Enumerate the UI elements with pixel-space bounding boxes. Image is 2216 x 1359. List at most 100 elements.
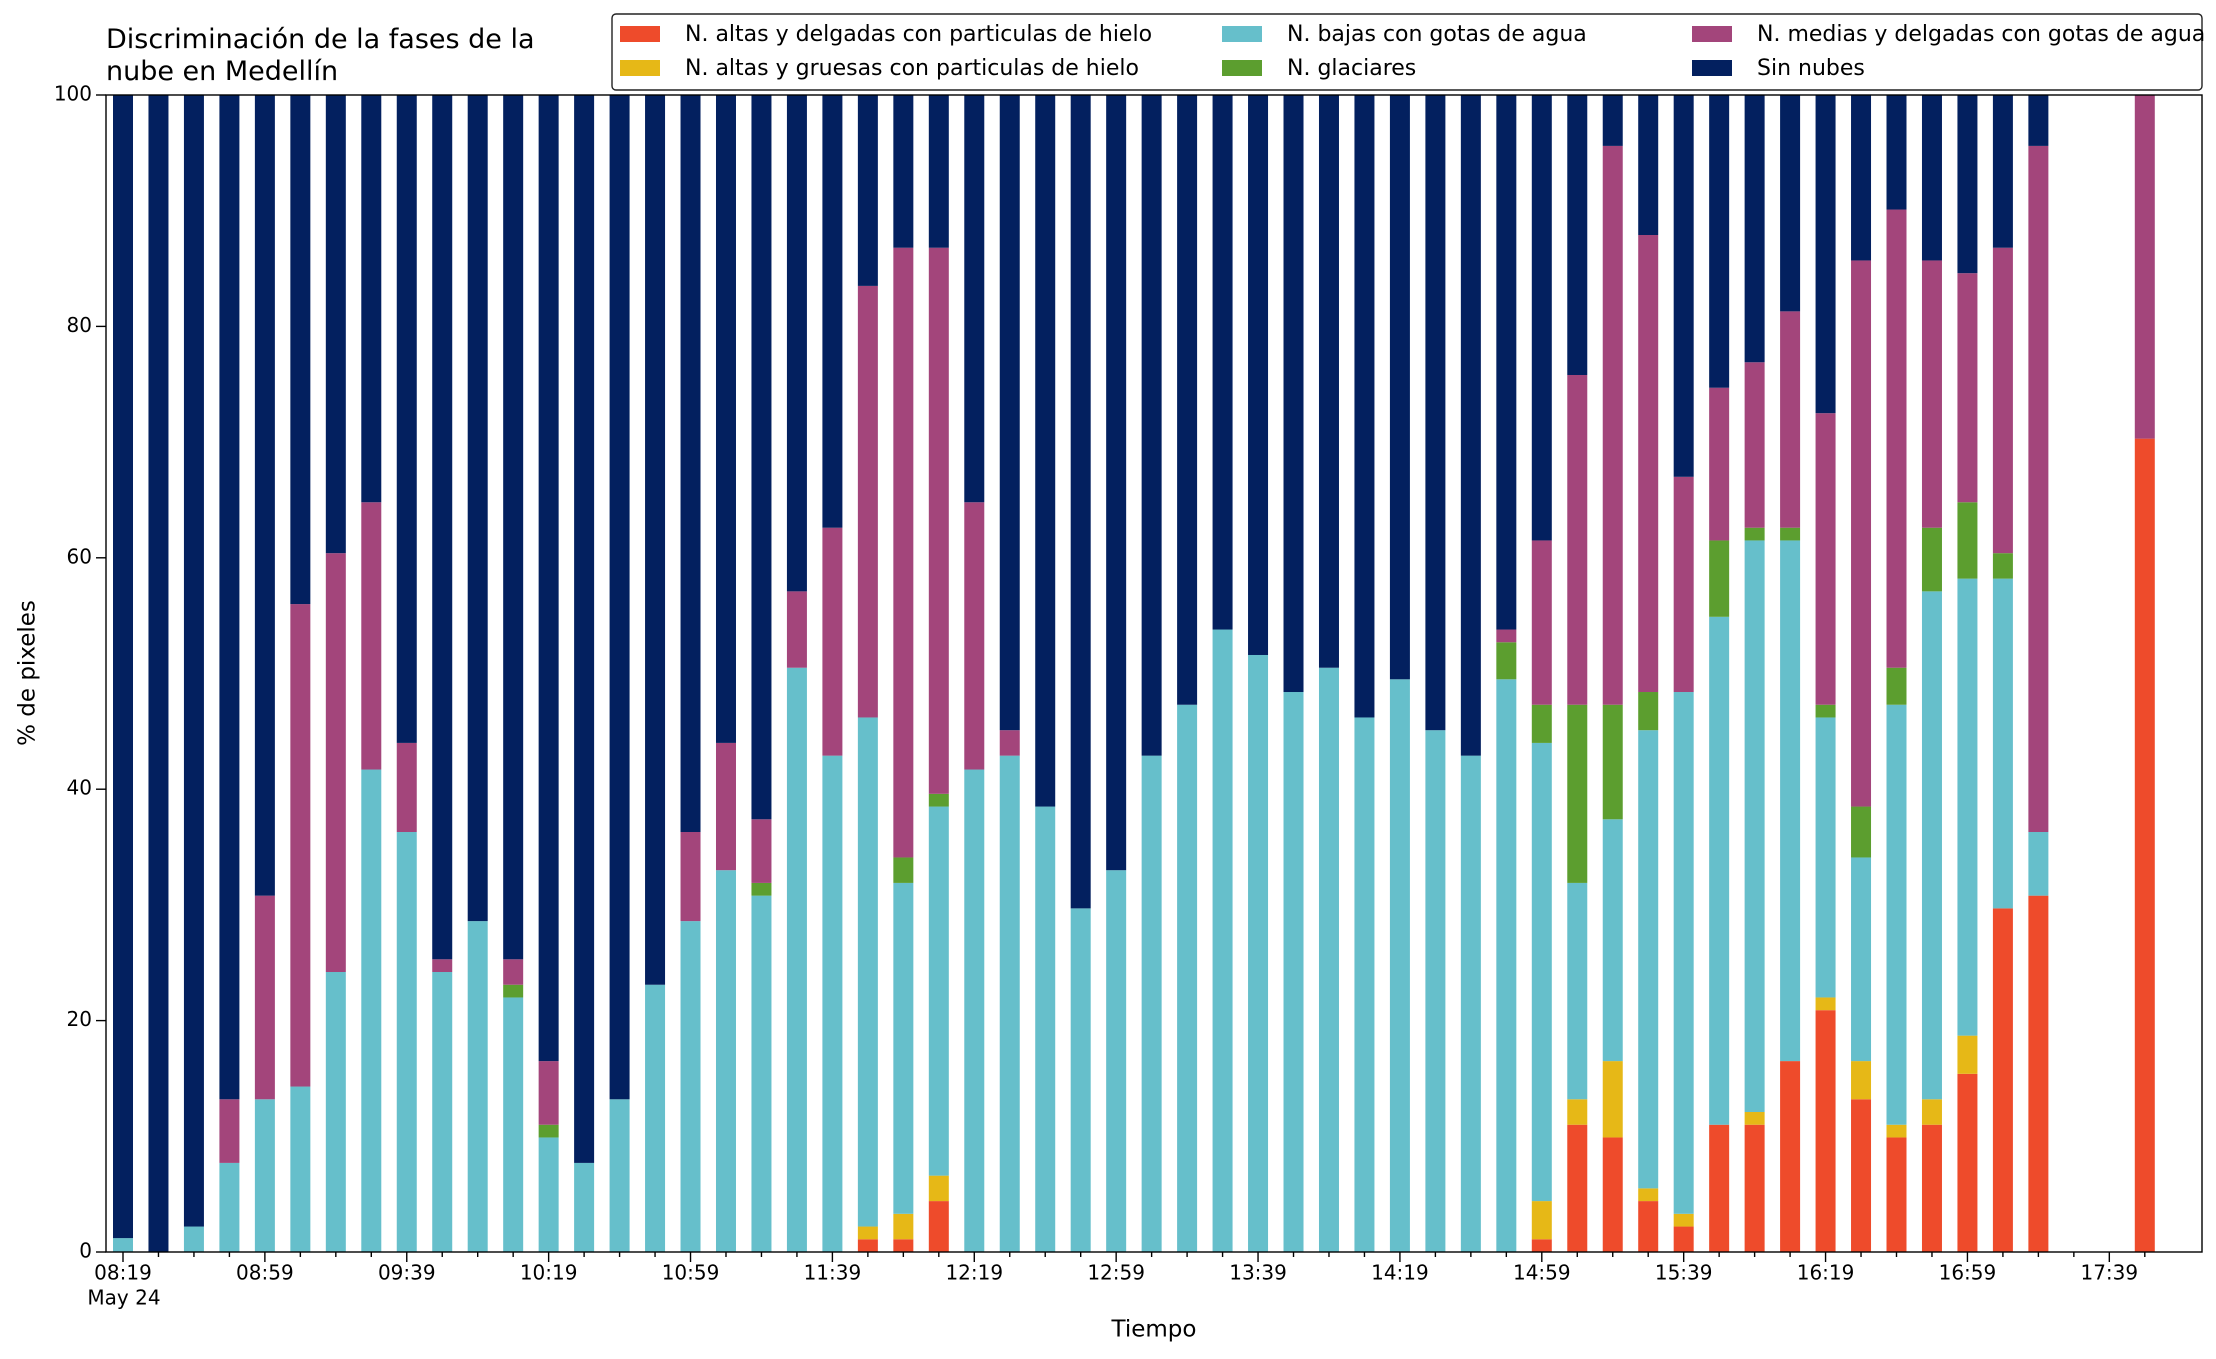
bar-segment — [1602, 819, 1623, 1062]
bar-segment — [1531, 1201, 1552, 1240]
bar-segment — [1921, 1124, 1942, 1252]
bar-segment — [254, 1099, 275, 1252]
x-tick-label: 17:39 — [2080, 1261, 2138, 1285]
x-axis-label: Tiempo — [1111, 1317, 1197, 1343]
bar-segment — [1283, 692, 1304, 1252]
legend-swatch — [1222, 26, 1262, 42]
bar-segment — [857, 1226, 878, 1240]
bar-segment — [928, 1201, 949, 1252]
bar-segment — [1851, 95, 1872, 261]
bar-segment — [1886, 1124, 1907, 1138]
bar-segment — [609, 95, 630, 1100]
bar-segment — [1957, 1073, 1978, 1252]
y-tick-label: 40 — [67, 776, 92, 800]
bar-segment — [715, 742, 736, 871]
bar-segment — [964, 769, 985, 1252]
bar-segment — [1886, 95, 1907, 210]
bar-segment — [1709, 616, 1730, 1125]
bar-segment — [1921, 95, 1942, 261]
x-tick-label: 10:19 — [520, 1261, 578, 1285]
bar-segment — [1106, 95, 1127, 871]
bar-segment — [1496, 679, 1517, 1252]
bar-segment — [396, 742, 417, 833]
bar-segment — [751, 895, 772, 1252]
bar-segment — [432, 95, 453, 960]
bar-segment — [999, 730, 1020, 756]
bar-segment — [822, 95, 843, 528]
bar-segment — [1957, 95, 1978, 274]
bar-segment — [1815, 717, 1836, 998]
bar-segment — [1106, 870, 1127, 1252]
bar-segment — [893, 95, 914, 248]
bar-segment — [1212, 95, 1233, 630]
bar-segment — [1709, 1124, 1730, 1252]
bar-segment — [538, 1137, 559, 1252]
bar-segment — [1815, 997, 1836, 1011]
x-tick-label: 11:39 — [804, 1261, 862, 1285]
bar-segment — [928, 1175, 949, 1202]
bar-segment — [1921, 591, 1942, 1100]
bar-segment — [503, 95, 524, 960]
bar-segment — [1851, 806, 1872, 858]
bar-segment — [1035, 806, 1056, 1252]
bar-segment — [574, 1162, 595, 1252]
bar-segment — [1744, 1124, 1765, 1252]
bar-segment — [1602, 1061, 1623, 1138]
bar-segment — [1744, 95, 1765, 363]
bar-segment — [1957, 1035, 1978, 1074]
legend-swatch — [1692, 60, 1732, 76]
bar-segment — [1531, 540, 1552, 705]
bar-segment — [1070, 95, 1091, 909]
bar-segment — [1673, 476, 1694, 693]
bar-segment — [432, 972, 453, 1252]
bar-segment — [1460, 95, 1481, 756]
legend-swatch — [620, 26, 660, 42]
y-tick-label: 100 — [54, 82, 92, 106]
legend-swatch — [1222, 60, 1262, 76]
bar-segment — [857, 1239, 878, 1252]
bar-segment — [1496, 642, 1517, 680]
bar-segment — [928, 806, 949, 1176]
bar-segment — [715, 95, 736, 743]
bar-segment — [1992, 908, 2013, 1252]
bar-segment — [1283, 95, 1304, 693]
x-sublabel: May 24 — [87, 1286, 160, 1310]
bar-segment — [1992, 553, 2013, 579]
bar-segment — [1886, 1137, 1907, 1252]
y-tick-label: 0 — [79, 1239, 92, 1263]
bar-segment — [857, 95, 878, 286]
bar-segment — [1921, 1099, 1942, 1125]
bar-segment — [1815, 1010, 1836, 1252]
x-tick-label: 13:39 — [1229, 1261, 1287, 1285]
bar-segment — [1496, 629, 1517, 643]
legend-label: Sin nubes — [1757, 56, 1865, 81]
bar-segment — [1531, 1239, 1552, 1252]
y-tick-label: 60 — [67, 544, 92, 568]
bar-segment — [1851, 1099, 1872, 1252]
bar-segment — [1744, 527, 1765, 541]
bar-segment — [1921, 527, 1942, 592]
bar-segment — [503, 997, 524, 1252]
bar-segment — [1780, 1061, 1801, 1252]
x-tick-label: 14:59 — [1513, 1261, 1571, 1285]
bar-segment — [893, 857, 914, 883]
bar-segment — [1886, 667, 1907, 705]
bar-segment — [1389, 95, 1410, 680]
bar-segment — [1638, 730, 1659, 1189]
bar-segment — [1177, 704, 1198, 1252]
bar-segment — [574, 95, 595, 1163]
bar-segment — [1638, 95, 1659, 235]
bar-segment — [1851, 260, 1872, 807]
bar-segment — [396, 832, 417, 1252]
bar-segment — [1425, 730, 1446, 1252]
bar-segment — [325, 972, 346, 1252]
bar-segment — [538, 1061, 559, 1125]
bar-segment — [325, 553, 346, 973]
bar-segment — [1992, 95, 2013, 248]
bar-segment — [857, 717, 878, 1227]
bar-segment — [1567, 95, 1588, 375]
bar-segment — [1992, 247, 2013, 554]
bar-segment — [1673, 692, 1694, 1214]
